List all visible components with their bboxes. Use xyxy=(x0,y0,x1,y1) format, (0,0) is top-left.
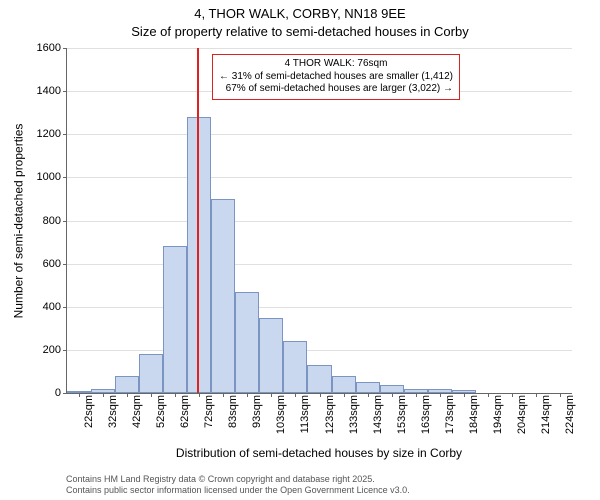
histogram-bar xyxy=(187,117,211,393)
ytick-label: 200 xyxy=(43,344,67,356)
xtick-label: 113sqm xyxy=(299,393,311,433)
xtick-label: 83sqm xyxy=(227,393,239,428)
histogram-bar xyxy=(307,365,331,393)
gridline xyxy=(67,350,572,351)
xtick-label: 184sqm xyxy=(468,393,480,434)
xtick-label: 143sqm xyxy=(372,393,384,434)
xtick-label: 32sqm xyxy=(107,393,119,428)
xtick-mark xyxy=(199,393,200,397)
chart-container: 4, THOR WALK, CORBY, NN18 9EE Size of pr… xyxy=(0,0,600,500)
histogram-bar xyxy=(235,292,259,393)
ytick-label: 1600 xyxy=(37,42,67,54)
gridline xyxy=(67,177,572,178)
gridline xyxy=(67,48,572,49)
gridline xyxy=(67,221,572,222)
xtick-mark xyxy=(488,393,489,397)
annotation-line1: 4 THOR WALK: 76sqm xyxy=(219,58,453,71)
histogram-bar xyxy=(332,376,356,393)
xtick-mark xyxy=(223,393,224,397)
xtick-label: 224sqm xyxy=(564,393,576,434)
x-axis-label: Distribution of semi-detached houses by … xyxy=(66,446,572,460)
ytick-label: 400 xyxy=(43,301,67,313)
xtick-label: 123sqm xyxy=(324,393,336,434)
xtick-mark xyxy=(512,393,513,397)
xtick-mark xyxy=(416,393,417,397)
xtick-label: 153sqm xyxy=(396,393,408,434)
xtick-mark xyxy=(536,393,537,397)
chart-title-line1: 4, THOR WALK, CORBY, NN18 9EE xyxy=(0,6,600,21)
ytick-label: 1200 xyxy=(37,128,67,140)
xtick-label: 93sqm xyxy=(251,393,263,428)
xtick-label: 42sqm xyxy=(131,393,143,428)
histogram-bar xyxy=(139,354,163,393)
annotation-box: 4 THOR WALK: 76sqm ← 31% of semi-detache… xyxy=(212,54,460,100)
y-axis-label: Number of semi-detached properties xyxy=(10,48,26,394)
histogram-bar xyxy=(115,376,139,393)
xtick-label: 214sqm xyxy=(540,393,552,434)
plot-area: 0200400600800100012001400160022sqm32sqm4… xyxy=(66,48,572,394)
xtick-mark xyxy=(440,393,441,397)
gridline xyxy=(67,307,572,308)
xtick-mark xyxy=(392,393,393,397)
gridline xyxy=(67,134,572,135)
xtick-label: 173sqm xyxy=(444,393,456,434)
ytick-label: 1000 xyxy=(37,171,67,183)
footer-attribution: Contains HM Land Registry data © Crown c… xyxy=(66,474,410,496)
xtick-mark xyxy=(344,393,345,397)
ytick-label: 600 xyxy=(43,258,67,270)
ytick-label: 1400 xyxy=(37,85,67,97)
chart-title-line2: Size of property relative to semi-detach… xyxy=(0,24,600,39)
annotation-line3: 67% of semi-detached houses are larger (… xyxy=(219,83,453,96)
reference-line xyxy=(197,48,199,393)
histogram-bar xyxy=(356,382,380,393)
histogram-bar xyxy=(163,246,187,393)
xtick-label: 103sqm xyxy=(275,393,287,434)
histogram-bar xyxy=(259,318,283,393)
xtick-label: 22sqm xyxy=(83,393,95,428)
xtick-label: 163sqm xyxy=(420,393,432,434)
xtick-label: 72sqm xyxy=(203,393,215,428)
histogram-bar xyxy=(211,199,235,393)
xtick-mark xyxy=(295,393,296,397)
footer-line1: Contains HM Land Registry data © Crown c… xyxy=(66,474,410,485)
xtick-label: 62sqm xyxy=(179,393,191,428)
footer-line2: Contains public sector information licen… xyxy=(66,485,410,496)
annotation-line2: ← 31% of semi-detached houses are smalle… xyxy=(219,71,453,84)
xtick-label: 204sqm xyxy=(516,393,528,434)
histogram-bar xyxy=(283,341,307,393)
xtick-label: 52sqm xyxy=(155,393,167,428)
ytick-label: 0 xyxy=(55,387,67,399)
xtick-label: 133sqm xyxy=(348,393,360,434)
ytick-label: 800 xyxy=(43,215,67,227)
xtick-mark xyxy=(560,393,561,397)
xtick-mark xyxy=(151,393,152,397)
xtick-mark xyxy=(247,393,248,397)
histogram-bar xyxy=(380,385,404,393)
xtick-mark xyxy=(368,393,369,397)
xtick-mark xyxy=(464,393,465,397)
xtick-mark xyxy=(320,393,321,397)
xtick-mark xyxy=(127,393,128,397)
xtick-label: 194sqm xyxy=(492,393,504,434)
gridline xyxy=(67,264,572,265)
xtick-mark xyxy=(271,393,272,397)
xtick-mark xyxy=(79,393,80,397)
xtick-mark xyxy=(103,393,104,397)
xtick-mark xyxy=(175,393,176,397)
